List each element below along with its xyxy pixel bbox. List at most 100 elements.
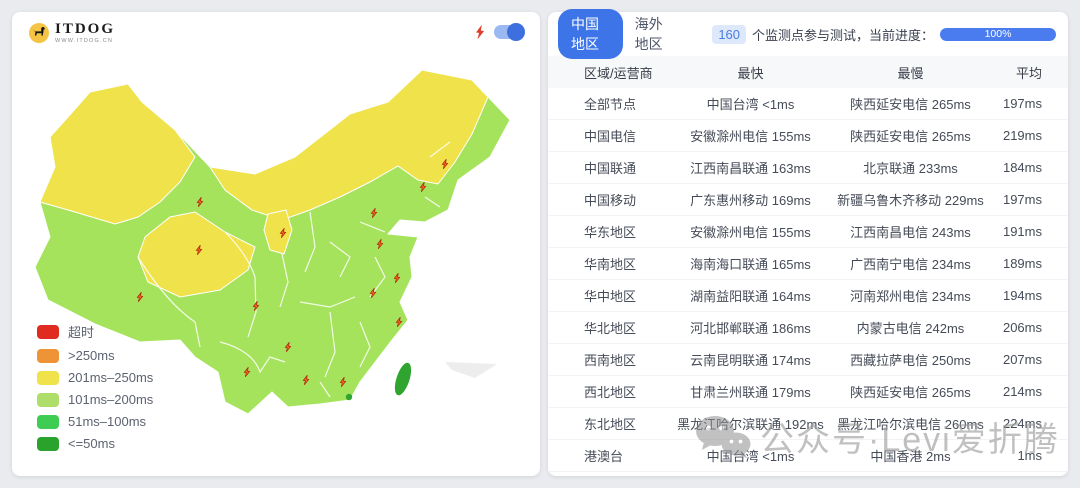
table-cell: 北京联通 233ms <box>863 161 958 176</box>
legend-label: 51ms–100ms <box>68 414 147 429</box>
map-region-ningxia[interactable] <box>263 209 293 255</box>
column-header: 平均 <box>1015 65 1042 81</box>
table-cell: 广东惠州移动 169ms <box>690 193 811 208</box>
table-cell: 河北邯郸联通 186ms <box>690 321 811 336</box>
legend-item: 超时 <box>37 322 153 341</box>
table-cell: 中国台湾 <1ms <box>706 449 795 464</box>
table-cell: 湖南益阳联通 164ms <box>690 289 811 304</box>
table-cell: 西北地区 <box>584 385 637 400</box>
table-cell: 214ms <box>1002 384 1042 399</box>
table-cell: 206ms <box>1002 320 1042 335</box>
table-cell: 1ms <box>1017 448 1042 463</box>
logo-title: ITDOG <box>55 21 116 37</box>
map-toolbar <box>474 23 525 41</box>
speed-toggle[interactable] <box>494 23 525 41</box>
table-cell: 陕西延安电信 265ms <box>850 97 971 112</box>
table-row: 华北地区 河北邯郸联通 186ms 内蒙古电信 242ms 206ms <box>548 312 1068 344</box>
table-row: 中国电信 安徽滁州电信 155ms 陕西延安电信 265ms 219ms <box>548 120 1068 152</box>
table-cell: 224ms <box>1002 416 1042 431</box>
table-cell: 黑龙江哈尔滨联通 192ms <box>677 417 824 432</box>
legend-swatch <box>37 370 59 385</box>
table-row: 西南地区 云南昆明联通 174ms 西藏拉萨电信 250ms 207ms <box>548 344 1068 376</box>
legend-swatch <box>37 436 59 451</box>
table-cell: 中国台湾 <1ms <box>706 97 795 112</box>
table-cell: 海南海口联通 165ms <box>690 257 811 272</box>
column-header: 区域/运营商 <box>584 65 653 81</box>
table-cell: 中国联通 <box>584 161 637 176</box>
table-row: 东北地区 黑龙江哈尔滨联通 192ms 黑龙江哈尔滨电信 260ms 224ms <box>548 408 1068 440</box>
province-borders <box>137 141 451 398</box>
legend: 超时 >250ms 201ms–250ms 101ms–200ms 51ms–1… <box>37 315 153 451</box>
map-region-xinjiang[interactable] <box>39 83 196 225</box>
table-cell: 219ms <box>1002 128 1042 143</box>
tab-china[interactable]: 中国地区 <box>558 9 623 59</box>
table-row: 西北地区 甘肃兰州联通 179ms 陕西延安电信 265ms 214ms <box>548 376 1068 408</box>
table-row: 中国联通 江西南昌联通 163ms 北京联通 233ms 184ms <box>548 152 1068 184</box>
table-cell: 云南昆明联通 174ms <box>690 353 811 368</box>
table-cell: 189ms <box>1002 256 1042 271</box>
legend-swatch <box>37 348 59 363</box>
table-cell: 河南郑州电信 234ms <box>850 289 971 304</box>
table-cell: 华北地区 <box>584 321 637 336</box>
table-cell: 197ms <box>1002 96 1042 111</box>
column-header: 最慢 <box>897 65 924 81</box>
map-region-taiwan[interactable] <box>392 361 415 397</box>
table-cell: 江西南昌电信 243ms <box>850 225 971 240</box>
table-cell: 内蒙古电信 242ms <box>856 321 965 336</box>
monitor-count-badge: 160 <box>712 24 747 44</box>
table-row: 全部节点 中国台湾 <1ms 陕西延安电信 265ms 197ms <box>548 88 1068 120</box>
legend-item: 51ms–100ms <box>37 414 153 429</box>
table-cell: 中国电信 <box>584 129 637 144</box>
legend-item: <=50ms <box>37 436 153 451</box>
column-header: 最快 <box>737 65 764 81</box>
progress-value: 100% <box>984 28 1012 40</box>
table-cell: 197ms <box>1002 192 1042 207</box>
table-cell: 西南地区 <box>584 353 637 368</box>
legend-label: 超时 <box>68 325 95 340</box>
table-row: 华南地区 海南海口联通 165ms 广西南宁电信 234ms 189ms <box>548 248 1068 280</box>
map-inset-shape <box>445 362 497 378</box>
legend-label: >250ms <box>68 348 115 363</box>
results-header: 中国地区 海外地区 160 个监测点参与测试，当前进度： 100% <box>548 9 1068 59</box>
table-cell: 华东地区 <box>584 225 637 240</box>
china-latency-map[interactable] <box>20 62 532 442</box>
table-cell: 东北地区 <box>584 417 637 432</box>
table-row: 华东地区 安徽滁州电信 155ms 江西南昌电信 243ms 191ms <box>548 216 1068 248</box>
map-region-hongkong[interactable] <box>345 393 353 401</box>
table-cell: 全部节点 <box>584 97 637 112</box>
dog-icon <box>29 23 49 44</box>
results-table-body: 全部节点 中国台湾 <1ms 陕西延安电信 265ms 197ms 中国电信 安徽滁州电信… <box>548 88 1068 472</box>
table-cell: 194ms <box>1002 288 1042 303</box>
table-cell: 安徽滁州电信 155ms <box>690 129 811 144</box>
legend-item: >250ms <box>37 348 153 363</box>
table-cell: 207ms <box>1002 352 1042 367</box>
legend-label: <=50ms <box>68 436 115 451</box>
table-cell: 广西南宁电信 234ms <box>850 257 971 272</box>
table-cell: 191ms <box>1002 224 1042 239</box>
toggle-knob <box>507 23 525 41</box>
table-cell: 甘肃兰州联通 179ms <box>690 385 811 400</box>
table-cell: 中国香港 2ms <box>870 449 951 464</box>
table-row: 华中地区 湖南益阳联通 164ms 河南郑州电信 234ms 194ms <box>548 280 1068 312</box>
table-cell: 江西南昌联通 163ms <box>690 161 811 176</box>
itdog-logo[interactable]: ITDOG WWW.ITDOG.CN <box>28 22 115 45</box>
legend-item: 201ms–250ms <box>37 370 153 385</box>
legend-swatch <box>37 324 59 339</box>
progress-label: 个监测点参与测试，当前进度： <box>752 27 935 43</box>
table-cell: 陕西延安电信 265ms <box>850 385 971 400</box>
legend-swatch <box>37 392 59 407</box>
progress-bar: 100% <box>940 27 1056 41</box>
table-cell: 西藏拉萨电信 250ms <box>850 353 971 368</box>
table-cell: 港澳台 <box>584 449 624 464</box>
table-cell: 陕西延安电信 265ms <box>850 129 971 144</box>
table-cell: 中国移动 <box>584 193 637 208</box>
lightning-icon <box>476 24 484 40</box>
tab-overseas[interactable]: 海外地区 <box>634 16 663 52</box>
table-row: 港澳台 中国台湾 <1ms 中国香港 2ms 1ms <box>548 440 1068 472</box>
legend-swatch <box>37 414 59 429</box>
table-header-row: 区域/运营商 最快 最慢 平均 <box>548 56 1068 88</box>
table-cell: 黑龙江哈尔滨电信 260ms <box>837 417 984 432</box>
table-cell: 184ms <box>1002 160 1042 175</box>
legend-label: 201ms–250ms <box>68 370 154 385</box>
